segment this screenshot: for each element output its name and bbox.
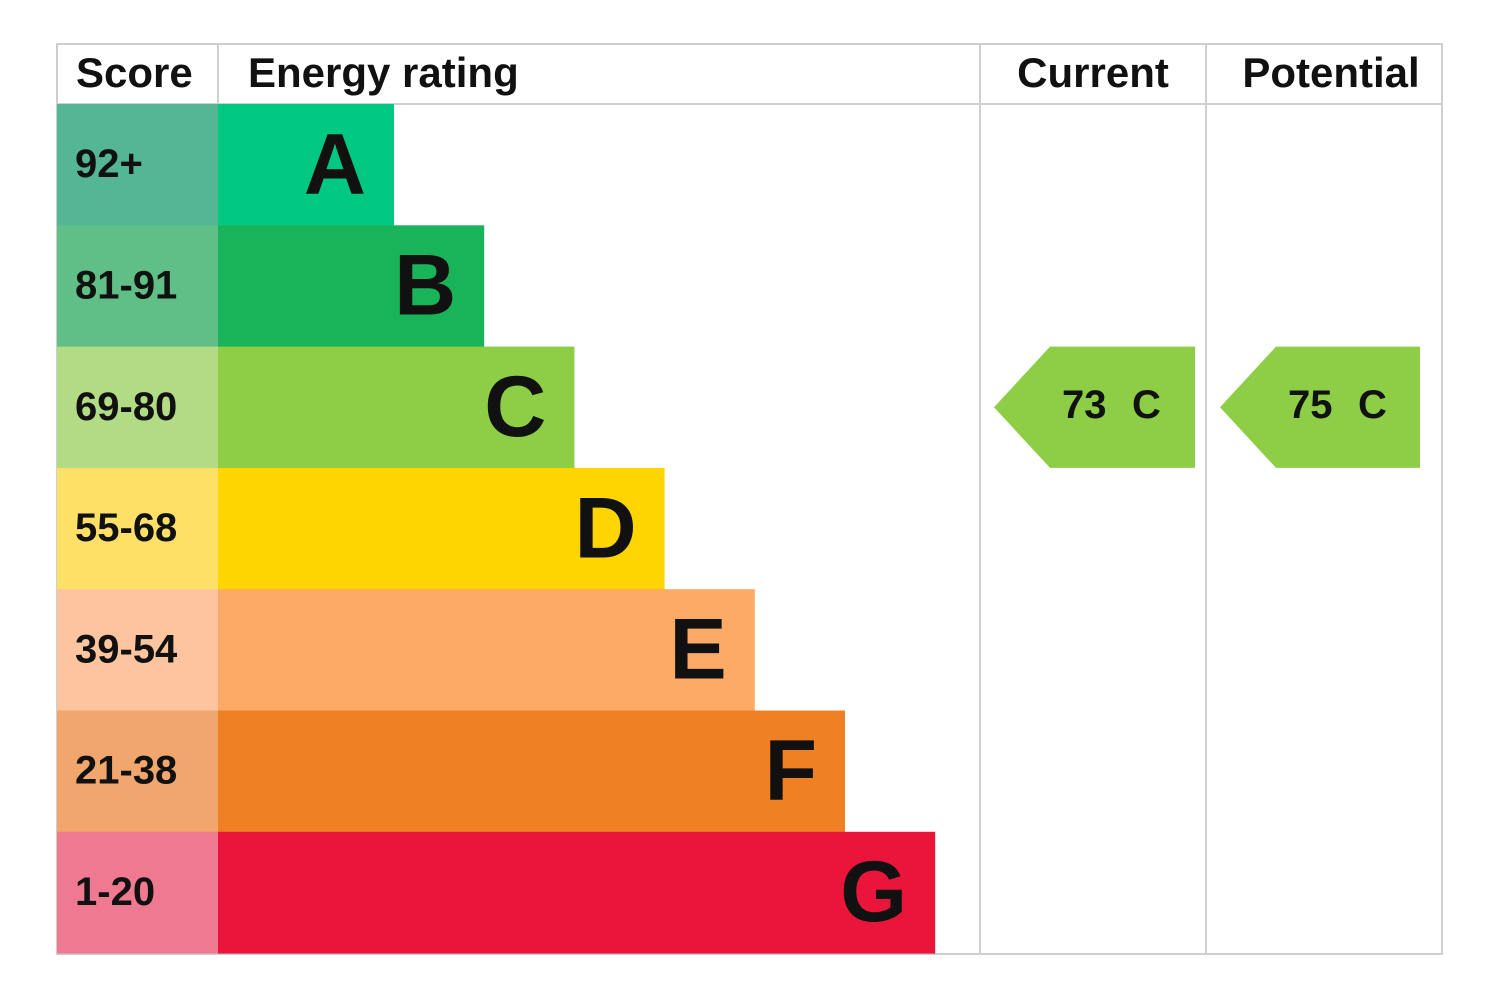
potential-letter: C [1358, 383, 1387, 427]
score-cell [57, 467, 218, 590]
rating-bar [218, 225, 485, 348]
score-cell [57, 710, 218, 833]
rating-bar [218, 589, 755, 711]
rating-letter: E [669, 602, 726, 698]
rating-letter: C [484, 359, 546, 455]
score-label: 81-91 [75, 264, 177, 308]
score-label: 1-20 [75, 870, 155, 914]
current-value: 73 [1062, 383, 1107, 427]
rating-letter: A [304, 116, 366, 212]
score-label: 55-68 [75, 506, 177, 550]
potential-arrow [1220, 346, 1420, 468]
score-cell [57, 346, 218, 469]
header-potential: Potential [1242, 49, 1419, 96]
rating-letter: D [574, 480, 636, 576]
rating-letter: F [764, 723, 817, 819]
rating-bar [218, 467, 665, 590]
score-label: 39-54 [75, 627, 178, 671]
rating-letter: B [394, 238, 456, 334]
current-arrow [994, 346, 1195, 468]
score-label: 69-80 [75, 385, 177, 429]
score-cell [57, 831, 218, 954]
score-cell [57, 104, 218, 226]
score-cell [57, 225, 218, 348]
header-score: Score [76, 49, 193, 96]
rating-bar [218, 831, 936, 954]
score-label: 21-38 [75, 749, 177, 793]
rating-bar [218, 710, 845, 833]
header-rating: Energy rating [248, 49, 519, 96]
rating-letter: G [840, 844, 907, 940]
potential-value: 75 [1288, 383, 1333, 427]
rating-bar [218, 104, 394, 226]
score-cell [57, 589, 218, 711]
header-current: Current [1017, 49, 1169, 96]
current-letter: C [1132, 383, 1161, 427]
rating-bar [218, 346, 575, 469]
score-label: 92+ [75, 142, 143, 186]
